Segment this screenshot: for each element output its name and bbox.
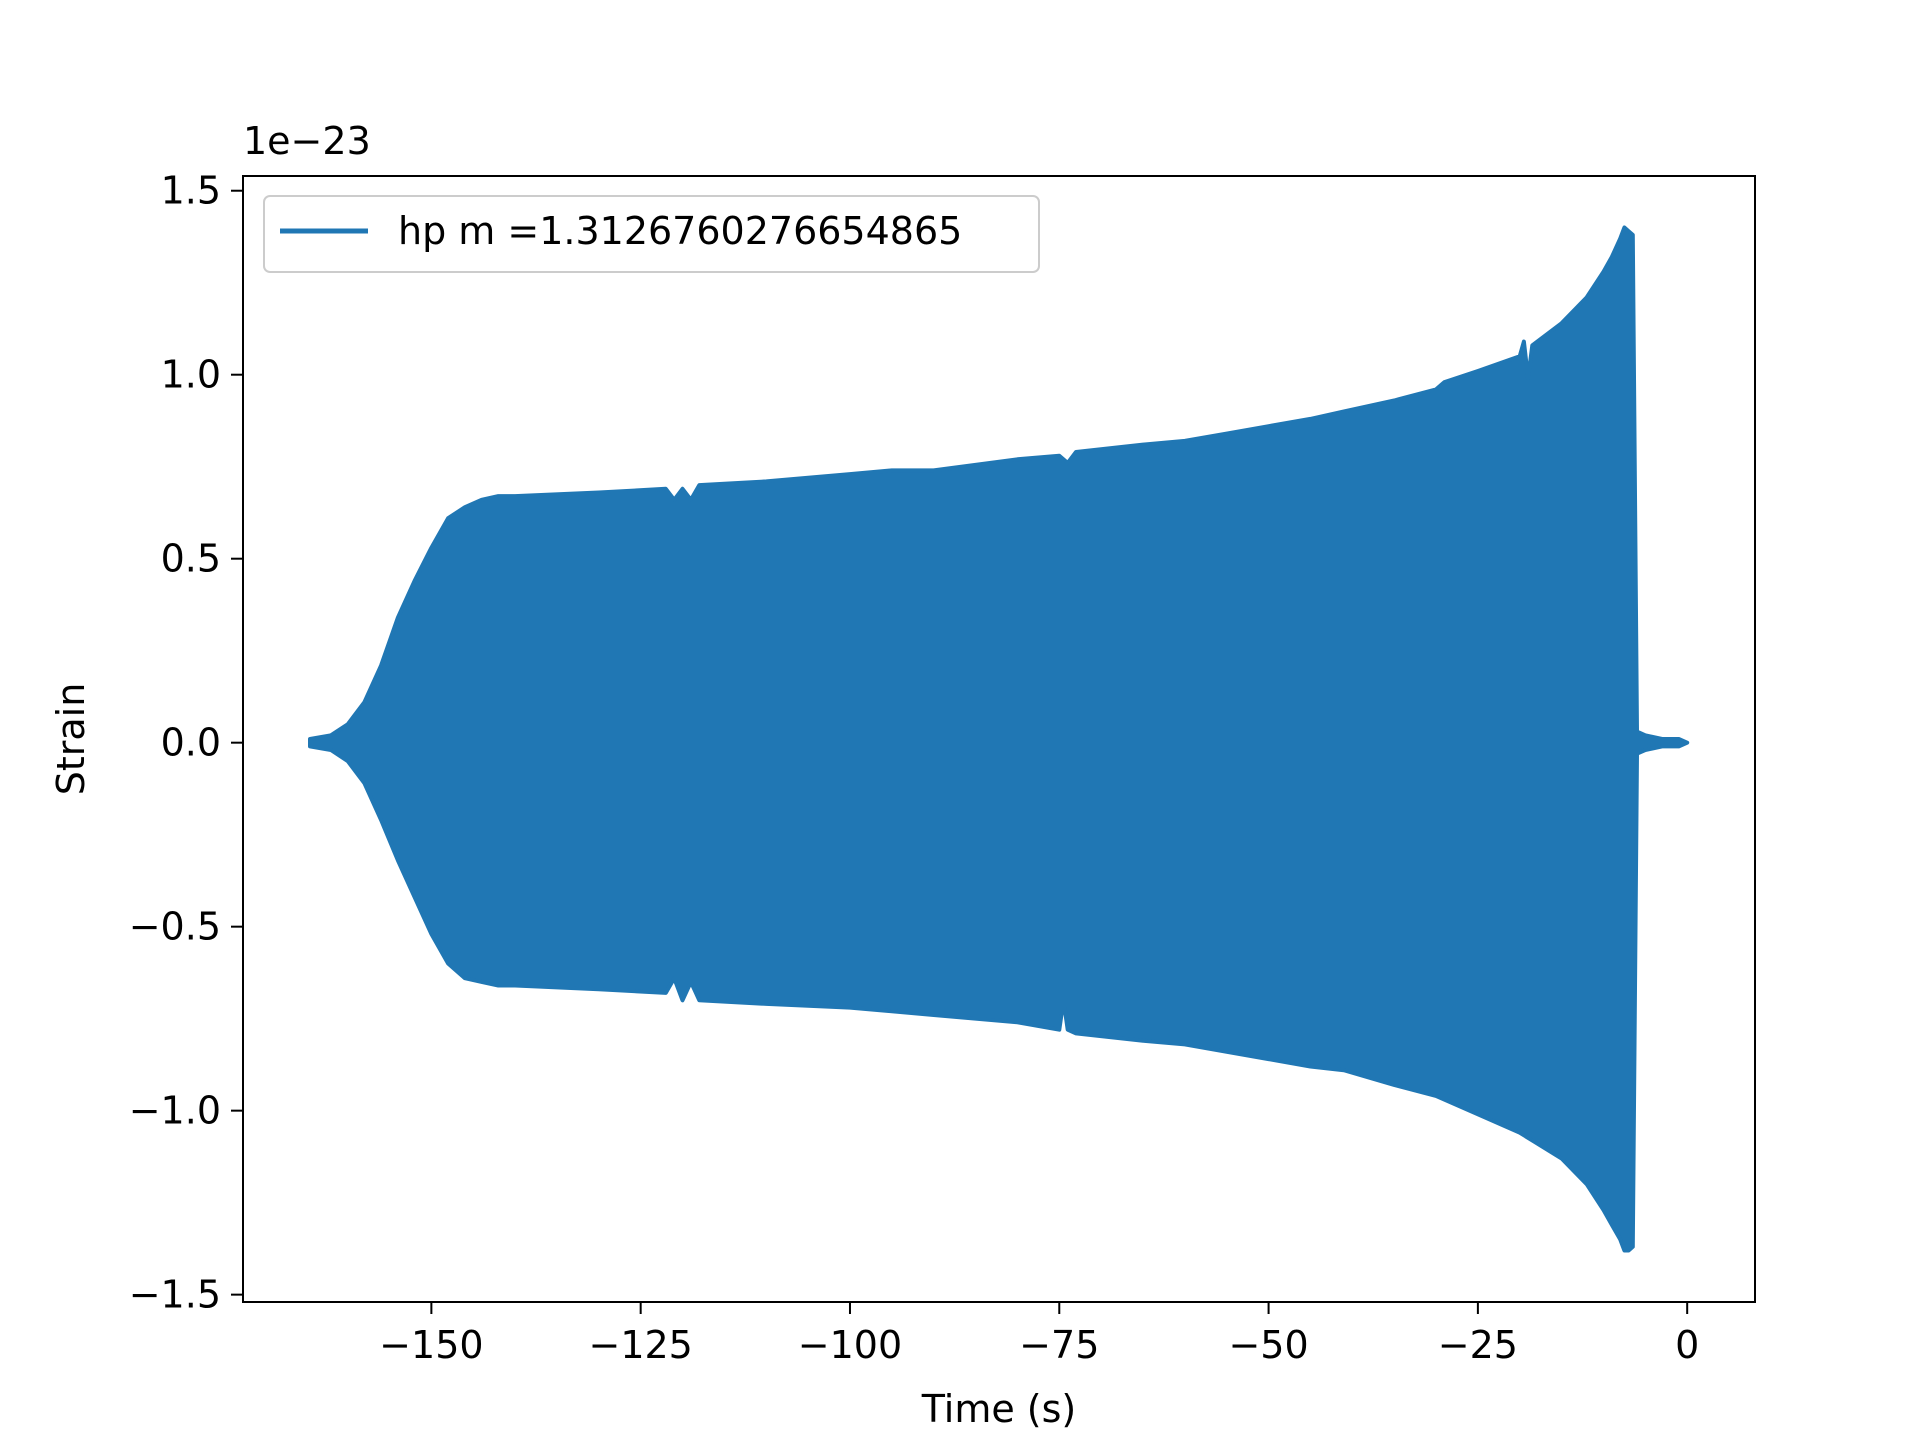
y-axis-label: Strain <box>49 683 93 796</box>
x-axis: −150 −125 −100 −75 −50 −25 0 <box>379 1302 1699 1367</box>
x-tick-label: −75 <box>1019 1323 1099 1367</box>
y-offset-label: 1e−23 <box>243 119 371 163</box>
series-waveform <box>308 225 1690 1253</box>
legend-entry-label: hp m =1.3126760276654865 <box>398 209 962 253</box>
x-tick-label: −125 <box>588 1323 692 1367</box>
x-tick-label: 0 <box>1675 1323 1699 1367</box>
legend-box <box>263 195 1040 273</box>
y-tick-label: 0.0 <box>161 721 221 765</box>
y-tick-label: 1.5 <box>161 169 221 213</box>
axes-frame <box>242 175 1756 1303</box>
x-tick-label: −25 <box>1438 1323 1518 1367</box>
y-axis: 1.5 1.0 0.5 0.0 −0.5 −1.0 −1.5 <box>129 169 243 1317</box>
plot-area <box>308 225 1690 1253</box>
x-axis-label: Time (s) <box>921 1387 1077 1431</box>
y-tick-label: 0.5 <box>161 537 221 581</box>
legend: hp m =1.3126760276654865 <box>263 195 1040 273</box>
x-tick-label: −50 <box>1228 1323 1308 1367</box>
x-tick-label: −100 <box>798 1323 902 1367</box>
y-tick-label: −1.5 <box>129 1273 221 1317</box>
y-tick-label: −0.5 <box>129 905 221 949</box>
x-tick-label: −150 <box>379 1323 483 1367</box>
y-tick-label: −1.0 <box>129 1089 221 1133</box>
y-tick-label: 1.0 <box>161 353 221 397</box>
